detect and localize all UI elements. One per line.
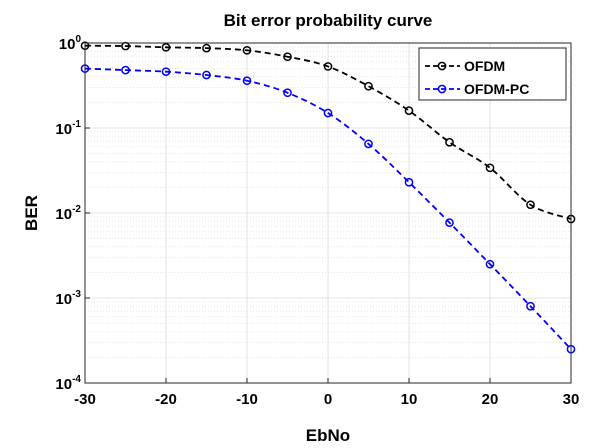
data-point xyxy=(485,259,495,269)
x-axis-label: EbNo xyxy=(306,426,350,445)
data-point xyxy=(242,76,252,86)
y-tick-label: 10-3 xyxy=(55,289,81,308)
legend-marker xyxy=(437,61,447,71)
chart-title: Bit error probability curve xyxy=(224,11,433,30)
data-point xyxy=(202,70,211,80)
y-axis-label: BER xyxy=(22,195,41,231)
legend: OFDM OFDM-PC xyxy=(418,47,567,101)
data-point xyxy=(364,139,373,149)
ticks-layer: -30 -20 -10 0 10 20 30 100 10-1 10-2 10-3 10-4 xyxy=(55,34,579,408)
data-point xyxy=(445,137,454,147)
data-point xyxy=(404,177,414,187)
legend-marker xyxy=(437,84,447,94)
data-point xyxy=(526,200,535,210)
data-point xyxy=(121,41,130,51)
x-tick-label: 0 xyxy=(324,391,332,408)
y-tick-label: 100 xyxy=(59,34,82,53)
data-point xyxy=(202,43,211,53)
data-point xyxy=(283,52,292,62)
data-point xyxy=(323,108,333,118)
series-layer xyxy=(80,41,576,354)
data-point xyxy=(161,67,171,77)
data-point xyxy=(404,106,414,115)
y-tick-label: 10-4 xyxy=(55,374,81,393)
y-tick-label: 10-1 xyxy=(55,119,81,138)
data-point xyxy=(283,88,292,98)
x-tick-label: 30 xyxy=(563,391,580,408)
data-point xyxy=(161,42,171,52)
y-tick-label: 10-2 xyxy=(55,204,81,223)
data-point xyxy=(242,45,252,55)
data-point xyxy=(526,301,535,311)
legend-label: OFDM xyxy=(464,58,505,74)
x-tick-label: -30 xyxy=(74,391,96,408)
data-point xyxy=(445,218,454,227)
data-point xyxy=(121,65,130,75)
x-tick-label: -20 xyxy=(155,391,177,408)
data-point xyxy=(323,62,333,71)
data-point xyxy=(485,163,495,173)
series-line-1 xyxy=(84,44,572,220)
legend-box xyxy=(418,47,567,101)
series-line-2 xyxy=(84,67,572,350)
x-tick-label: 10 xyxy=(401,391,418,408)
data-point xyxy=(364,81,373,91)
x-tick-label: 20 xyxy=(482,391,499,408)
x-tick-label: -10 xyxy=(236,391,258,408)
legend-label: OFDM-PC xyxy=(464,81,529,97)
